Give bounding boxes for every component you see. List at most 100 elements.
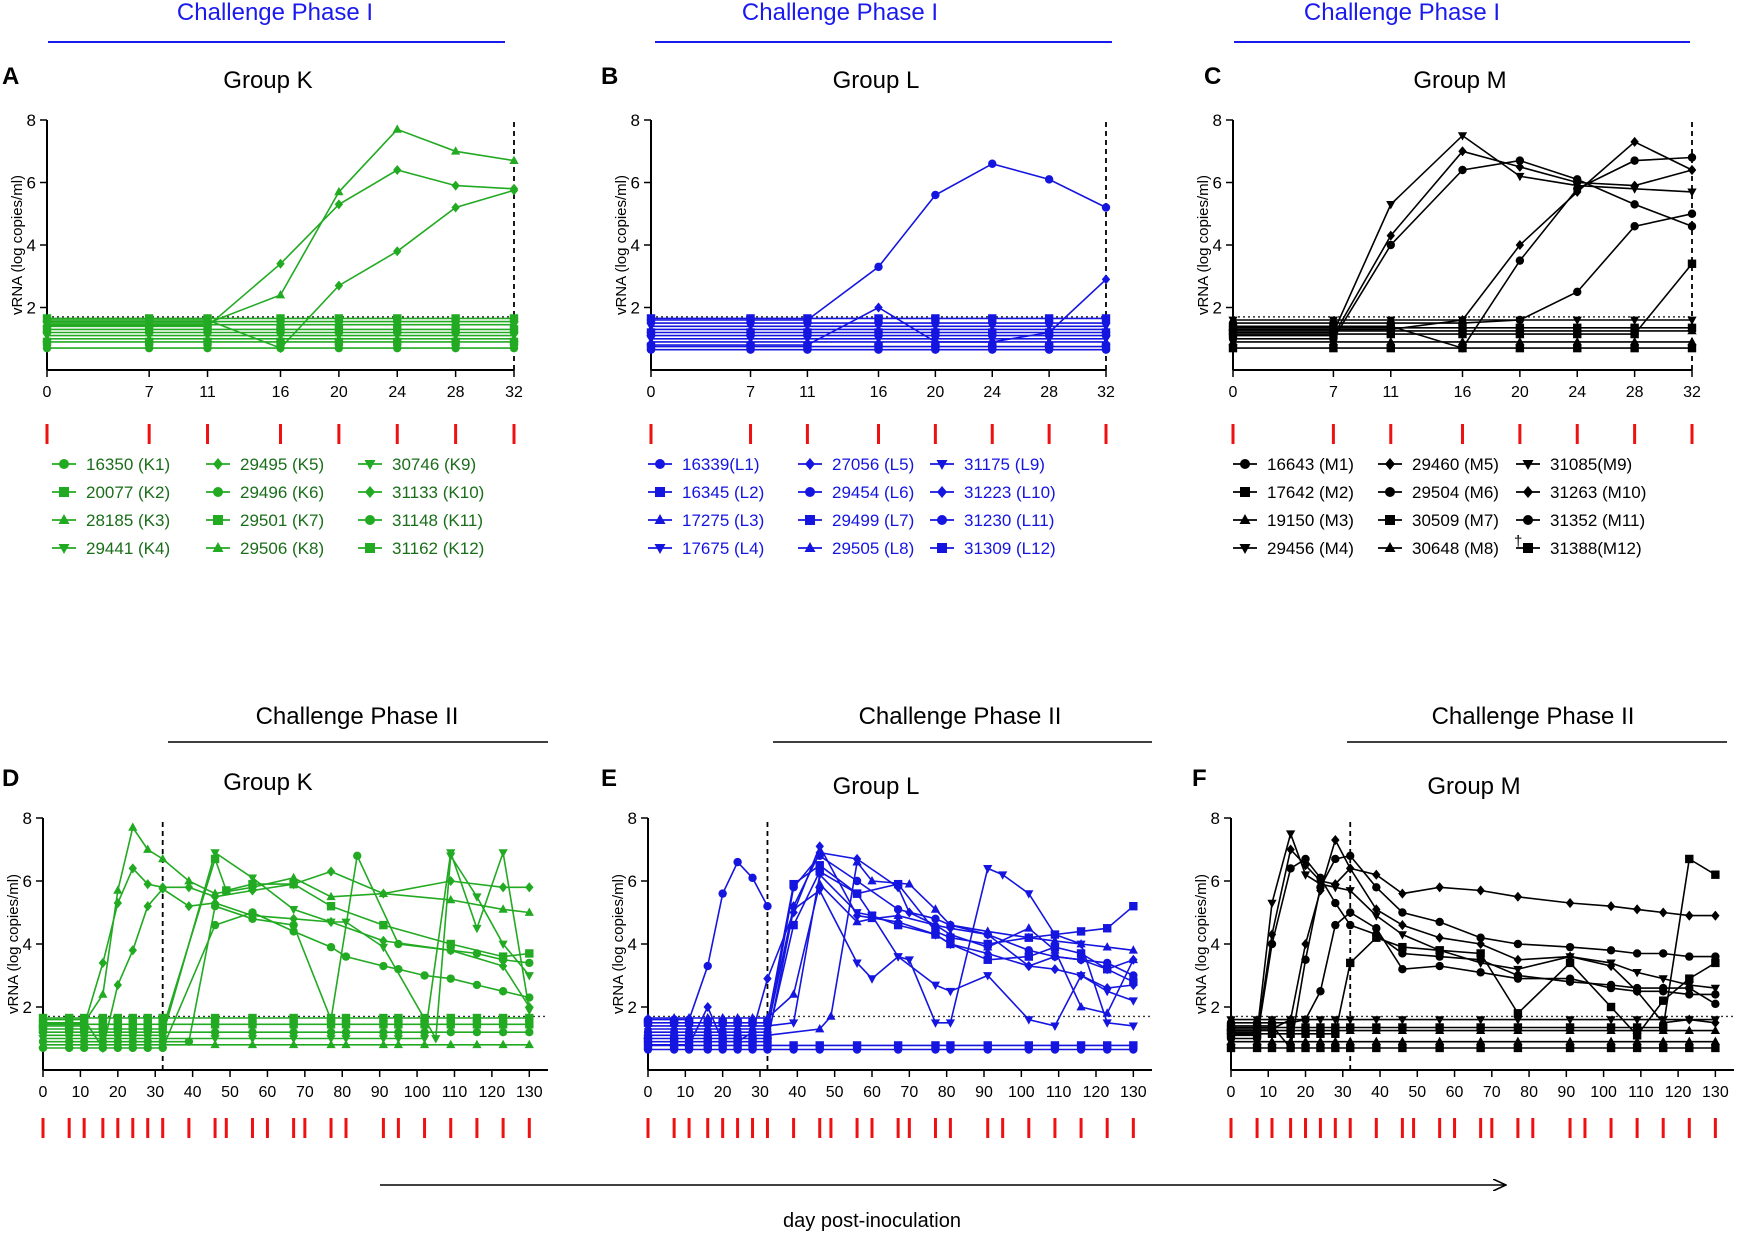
data-point — [1398, 920, 1407, 931]
data-point — [275, 289, 286, 299]
x-tick-label-f: 50 — [1408, 1084, 1426, 1101]
data-point — [38, 1028, 48, 1037]
data-point — [431, 1035, 441, 1044]
data-point — [1372, 1043, 1381, 1053]
legend-label: 17275 (L3) — [682, 511, 764, 530]
series-f-12 — [1226, 1016, 1720, 1025]
data-point — [498, 1028, 508, 1037]
series-line — [47, 189, 515, 350]
legend-item-m12: 31388(M12) — [1516, 539, 1642, 558]
data-point — [1102, 942, 1112, 951]
data-point — [1371, 1036, 1381, 1046]
data-point — [1630, 180, 1639, 191]
data-point — [1024, 1016, 1034, 1025]
data-point — [1386, 325, 1396, 335]
legend-label: 17642 (M2) — [1267, 483, 1354, 502]
legend-item-k2: 20077 (K2) — [52, 483, 170, 502]
data-point — [1386, 240, 1395, 250]
chart-panel-e: 2 4 6 8 vRNA (log copies/ml) 0 10 20 30 40 50 60 70 8… — [610, 809, 1152, 1138]
data-point — [379, 888, 388, 899]
legend-label: 29505 (L8) — [832, 539, 914, 558]
series-line — [47, 169, 515, 328]
data-point — [931, 342, 940, 351]
data-point — [748, 1041, 757, 1050]
data-point — [524, 907, 534, 916]
legend-label: 28185 (K3) — [86, 511, 170, 530]
data-point — [158, 1013, 167, 1023]
x-tick-label-f: 30 — [1334, 1084, 1352, 1101]
panel-letter-a: A — [2, 63, 19, 90]
data-point — [420, 1013, 429, 1023]
data-point — [1076, 1001, 1086, 1011]
data-point — [1476, 1043, 1485, 1053]
legend-item-m5: 29460 (M5) — [1378, 455, 1499, 474]
data-point — [289, 905, 299, 915]
data-point — [1711, 870, 1720, 879]
legend-label: 31162 (K12) — [392, 539, 484, 558]
data-point — [1398, 908, 1407, 917]
series-e-4 — [643, 857, 1138, 1039]
data-point — [1565, 1016, 1575, 1025]
series-a-12 — [42, 314, 519, 323]
data-point — [763, 902, 772, 911]
data-point — [746, 314, 755, 323]
legend-marker — [1523, 515, 1533, 525]
x-tick-label-b: 7 — [746, 384, 755, 401]
data-point — [79, 1013, 89, 1023]
series-line — [47, 128, 515, 324]
x-tick-label-b: 28 — [1040, 384, 1058, 401]
data-point — [893, 910, 903, 920]
data-point — [1397, 931, 1408, 940]
data-point — [1606, 1043, 1616, 1053]
data-point — [1050, 964, 1060, 975]
y-tick-label-a: 4 — [27, 236, 36, 255]
data-point — [762, 1012, 773, 1022]
x-tick-label-c: 16 — [1454, 384, 1472, 401]
data-point — [1316, 883, 1325, 892]
data-point — [394, 1013, 403, 1023]
data-point — [703, 961, 712, 971]
data-point — [931, 190, 940, 200]
data-point — [341, 1035, 351, 1044]
data-point — [1372, 883, 1381, 892]
x-tick-label-b: 0 — [647, 384, 656, 401]
data-point — [904, 956, 914, 965]
legend-item-l7: 29499 (L7) — [798, 511, 914, 530]
data-point — [1228, 325, 1238, 335]
data-point — [718, 1012, 728, 1022]
data-point — [1331, 1043, 1340, 1053]
data-point — [143, 1028, 152, 1037]
phase2-title-d: Challenge Phase II — [256, 703, 459, 730]
legend-item-l9: 31175 (L9) — [930, 455, 1045, 474]
x-tick-label-f: 130 — [1702, 1084, 1729, 1101]
data-point — [1050, 1041, 1060, 1050]
data-point — [158, 853, 168, 863]
data-point — [1710, 1025, 1720, 1034]
data-point — [38, 1013, 48, 1023]
data-point — [1685, 952, 1694, 961]
data-point — [1565, 1043, 1575, 1053]
data-point — [472, 1028, 482, 1037]
data-point — [98, 1020, 108, 1029]
data-point — [1050, 931, 1060, 940]
data-point — [1515, 325, 1525, 335]
x-tick-label-a: 0 — [43, 384, 52, 401]
data-point — [789, 1041, 798, 1050]
data-point — [1659, 949, 1668, 958]
series-line — [648, 860, 769, 1021]
data-point — [524, 1006, 534, 1016]
data-point — [1316, 873, 1325, 883]
legend-marker — [59, 459, 69, 469]
y-axis-label-a: vRNA (log copies/ml) — [9, 175, 26, 315]
phase2-title-e: Challenge Phase II — [859, 703, 1062, 730]
data-point — [446, 849, 456, 858]
y-tick-label-e: 2 — [628, 998, 637, 1017]
data-point — [247, 874, 258, 883]
data-point — [1710, 984, 1720, 994]
data-point — [1476, 885, 1485, 896]
x-tick-label-e: 80 — [938, 1084, 956, 1101]
data-point — [143, 901, 152, 912]
legend-label: 29499 (L7) — [832, 511, 914, 530]
data-point — [1301, 860, 1310, 871]
data-point — [1711, 990, 1720, 999]
